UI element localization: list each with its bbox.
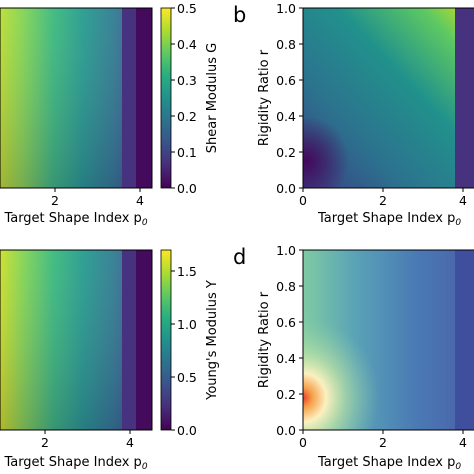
panel-b-letter: b: [233, 3, 246, 27]
b-xticks: 0 2 4: [299, 188, 467, 208]
panel-b: b 0.0 0.2 0.4 0.6 0.8 1.0 0 2 4: [233, 1, 474, 228]
d-xtick-4: 4: [459, 435, 467, 450]
b-ytick-3: 0.6: [276, 73, 296, 88]
d-ylabel: Rigidity Ratio r: [257, 291, 272, 388]
cbar-c-tick-1: 0.5: [177, 370, 197, 385]
d-ytick-5: 1.0: [276, 243, 296, 258]
colorbar-c-ticks: 0.0 0.5 1.0 1.5: [171, 264, 197, 438]
heatmap-d-band: [455, 250, 474, 430]
cbar-a-tick-4: 0.4: [177, 37, 197, 52]
cbar-c-tick-2: 1.0: [177, 317, 197, 332]
axes-c-frame: [0, 249, 153, 431]
d-ytick-4: 0.8: [276, 279, 296, 294]
a-xtick-2: 2: [51, 193, 59, 208]
colorbar-a-label: Shear Modulus G: [205, 43, 220, 153]
cbar-a-tick-1: 0.1: [177, 145, 197, 160]
b-ytick-1: 0.2: [276, 145, 296, 160]
b-xtick-0: 0: [299, 193, 307, 208]
c-xtick-2: 2: [41, 435, 49, 450]
a-xtick-4: 4: [136, 193, 144, 208]
colorbar-c: [160, 249, 172, 431]
heatmap-d-spot: [303, 250, 474, 430]
b-ytick-4: 0.8: [276, 37, 296, 52]
b-xtick-4: 4: [459, 193, 467, 208]
colorbar-c-label: Young's Modulus Y: [205, 280, 220, 401]
colorbar-a: [160, 7, 172, 189]
b-ytick-0: 0.0: [276, 181, 296, 196]
cbar-c-tick-3: 1.5: [177, 264, 197, 279]
cbar-a-tick-2: 0.2: [177, 109, 197, 124]
d-ytick-1: 0.2: [276, 387, 296, 402]
heatmap-c-band-dark: [136, 250, 152, 430]
heatmap-b-band: [455, 8, 474, 188]
panel-d-letter: d: [233, 245, 246, 269]
panel-a: 2 4 Target Shape Index p0 0.0 0.1 0.2 0.…: [0, 1, 220, 228]
cbar-c-tick-0: 0.0: [177, 423, 197, 438]
heatmap-b-spot: [303, 8, 474, 188]
panel-d: d 0.0 0.2 0.4 0.6 0.8 1.0 0 2 4: [233, 243, 474, 472]
colorbar-a-ticks: 0.0 0.1 0.2 0.3 0.4 0.5: [171, 1, 197, 196]
b-ytick-2: 0.4: [276, 109, 296, 124]
d-xticks: 0 2 4: [299, 430, 467, 450]
heatmap-a-band-dark: [136, 8, 152, 188]
d-ytick-0: 0.0: [276, 423, 296, 438]
d-ytick-2: 0.4: [276, 351, 296, 366]
d-ytick-3: 0.6: [276, 315, 296, 330]
panel-c: 2 4 Target Shape Index p0 0.0 0.5 1.0 1.…: [0, 249, 220, 472]
axes-a-frame: [0, 7, 153, 189]
b-xlabel: Target Shape Index p0: [317, 211, 461, 228]
d-xlabel: Target Shape Index p0: [317, 455, 461, 472]
c-xlabel: Target Shape Index p0: [3, 455, 147, 472]
a-xlabel: Target Shape Index p0: [3, 211, 147, 228]
b-xtick-2: 2: [379, 193, 387, 208]
c-xtick-4: 4: [126, 435, 134, 450]
d-xtick-0: 0: [299, 435, 307, 450]
cbar-a-tick-3: 0.3: [177, 73, 197, 88]
cbar-a-tick-0: 0.0: [177, 181, 197, 196]
d-xtick-2: 2: [379, 435, 387, 450]
b-yticks: 0.0 0.2 0.4 0.6 0.8 1.0: [276, 1, 303, 196]
d-yticks: 0.0 0.2 0.4 0.6 0.8 1.0: [276, 243, 303, 438]
b-ytick-5: 1.0: [276, 1, 296, 16]
b-ylabel: Rigidity Ratio r: [257, 49, 272, 146]
cbar-a-tick-5: 0.5: [177, 1, 197, 16]
